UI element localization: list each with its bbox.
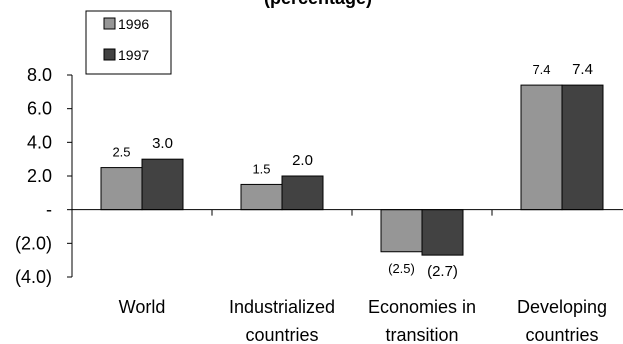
bar	[100, 167, 143, 211]
y-tick-label: -	[46, 200, 52, 220]
y-tick-label: 2.0	[27, 166, 52, 186]
plot-area: 8.0 6.0 4.0 2.0 - (2.0) (4.0) 2.5 1.5 (2.5) 7.4 3.0…	[15, 61, 623, 344]
data-label: 7.4	[572, 61, 593, 78]
y-tick-label: 8.0	[27, 65, 52, 85]
bar	[520, 84, 563, 211]
category-label: Developing	[517, 297, 607, 317]
y-tick-label: (4.0)	[15, 267, 52, 287]
legend: 1996 1997	[85, 10, 172, 75]
bar	[240, 183, 283, 211]
y-tick-label: (2.0)	[15, 233, 52, 253]
data-label: 3.0	[152, 135, 173, 152]
category-label: countries	[525, 325, 598, 344]
data-label: 1.5	[252, 161, 270, 176]
chart-title: (percentage)	[264, 0, 372, 8]
bar	[561, 84, 604, 211]
data-label: 2.5	[112, 145, 130, 160]
y-tick-label: 4.0	[27, 132, 52, 152]
data-label: 7.4	[532, 62, 550, 77]
bar	[141, 158, 184, 211]
category-label: Industrialized	[229, 297, 335, 317]
data-label: (2.7)	[427, 263, 458, 280]
bar	[421, 209, 464, 256]
data-label: 2.0	[292, 152, 313, 169]
legend-label: 1996	[118, 16, 149, 32]
category-label: Economies in	[368, 297, 476, 317]
legend-label: 1997	[118, 47, 149, 63]
legend-swatch	[103, 48, 116, 61]
bar	[380, 209, 423, 253]
legend-swatch	[103, 17, 116, 30]
category-label: countries	[245, 325, 318, 344]
bar	[281, 175, 324, 211]
data-label: (2.5)	[388, 261, 415, 276]
category-label: transition	[385, 325, 458, 344]
y-tick-label: 6.0	[27, 99, 52, 119]
category-label: World	[119, 297, 166, 317]
legend-box	[85, 10, 172, 75]
